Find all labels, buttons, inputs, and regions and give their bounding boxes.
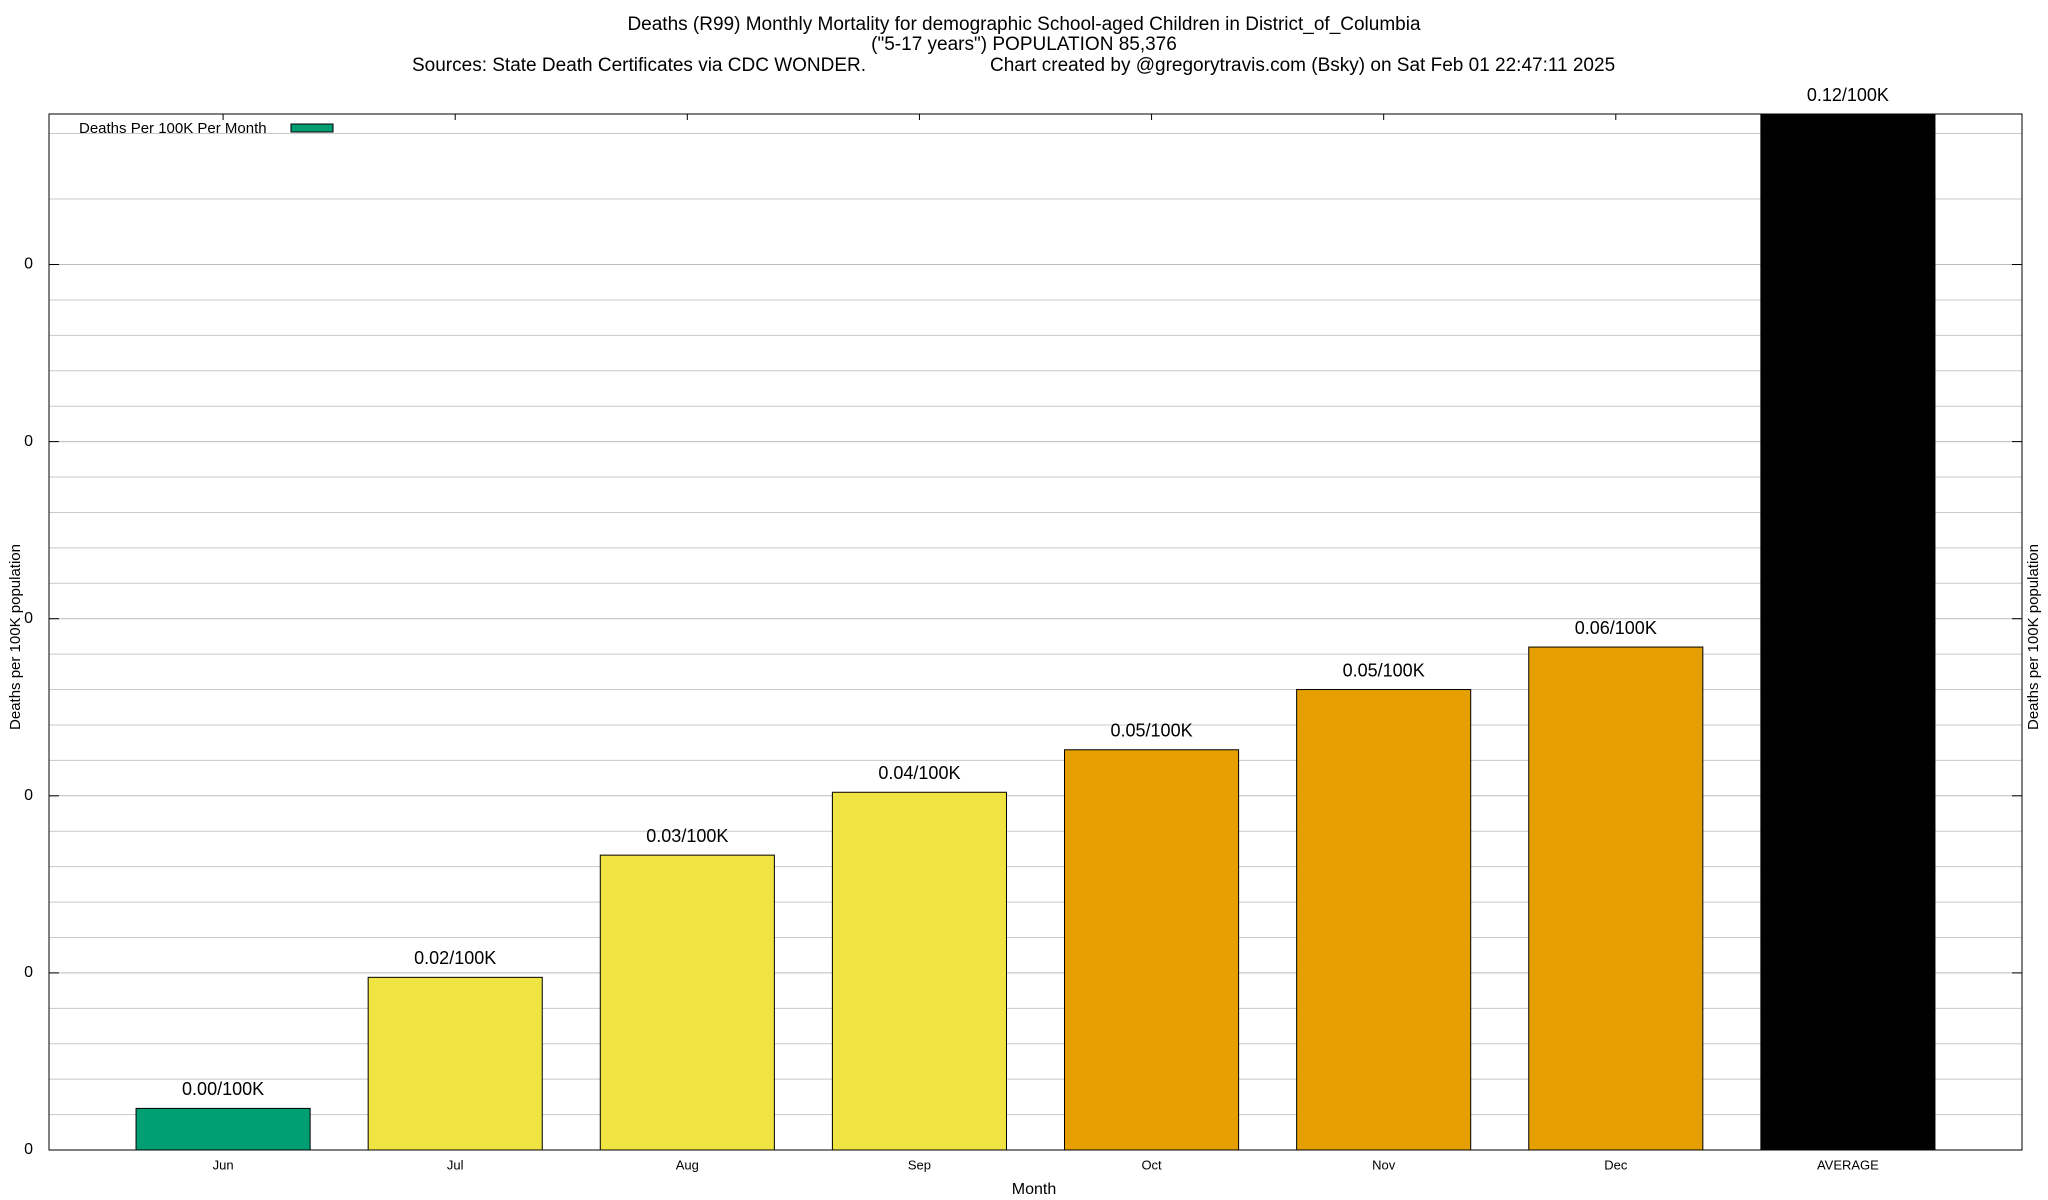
bar <box>1296 689 1472 1150</box>
x-tick-label: Jun <box>213 1157 234 1172</box>
bar <box>1528 646 1704 1150</box>
value-label: 0.05/100K <box>1111 721 1193 741</box>
bar <box>1064 749 1240 1150</box>
value-label: 0.04/100K <box>878 763 960 783</box>
x-tick-label: Aug <box>676 1157 699 1172</box>
value-label: 0.02/100K <box>414 948 496 968</box>
x-tick-label: Oct <box>1141 1157 1162 1172</box>
bar <box>599 854 775 1150</box>
legend-label: Deaths Per 100K Per Month <box>79 120 267 137</box>
y2-axis-label: Deaths per 100K population <box>2025 544 2042 730</box>
chart-source: Sources: State Death Certificates via CD… <box>412 55 866 76</box>
plot-frame <box>48 113 2023 1151</box>
bar <box>367 976 543 1150</box>
y-tick-label: 0 <box>24 964 33 981</box>
chart-credit: Chart created by @gregorytravis.com (Bsk… <box>990 55 1615 76</box>
y-tick-label: 0 <box>24 787 33 804</box>
bars <box>135 114 1936 1150</box>
legend-swatch <box>290 123 334 133</box>
bar <box>831 791 1007 1150</box>
value-label: 0.03/100K <box>646 826 728 846</box>
bar <box>1760 114 1936 1150</box>
y-tick-label: 0 <box>24 256 33 273</box>
x-tick-label: Dec <box>1604 1157 1628 1172</box>
value-label: 0.05/100K <box>1343 660 1425 680</box>
chart-title: Deaths (R99) Monthly Mortality for demog… <box>627 14 1421 35</box>
x-axis-label: Month <box>1012 1181 1056 1198</box>
y-axis-label: Deaths per 100K population <box>7 544 24 730</box>
bar <box>135 1107 311 1150</box>
chart-subtitle: ("5-17 years") POPULATION 85,376 <box>871 34 1177 55</box>
y-tick-label: 0 <box>24 610 33 627</box>
x-tick-label: Nov <box>1372 1157 1396 1172</box>
value-label: 0.12/100K <box>1807 85 1889 105</box>
y-tick-label: 0 <box>24 1141 33 1158</box>
x-tick-label: Jul <box>447 1157 464 1172</box>
y-tick-label: 0 <box>24 433 33 450</box>
x-tick-label: Sep <box>908 1157 931 1172</box>
value-label: 0.00/100K <box>182 1079 264 1099</box>
value-label: 0.06/100K <box>1575 618 1657 638</box>
x-tick-label: AVERAGE <box>1817 1157 1879 1172</box>
